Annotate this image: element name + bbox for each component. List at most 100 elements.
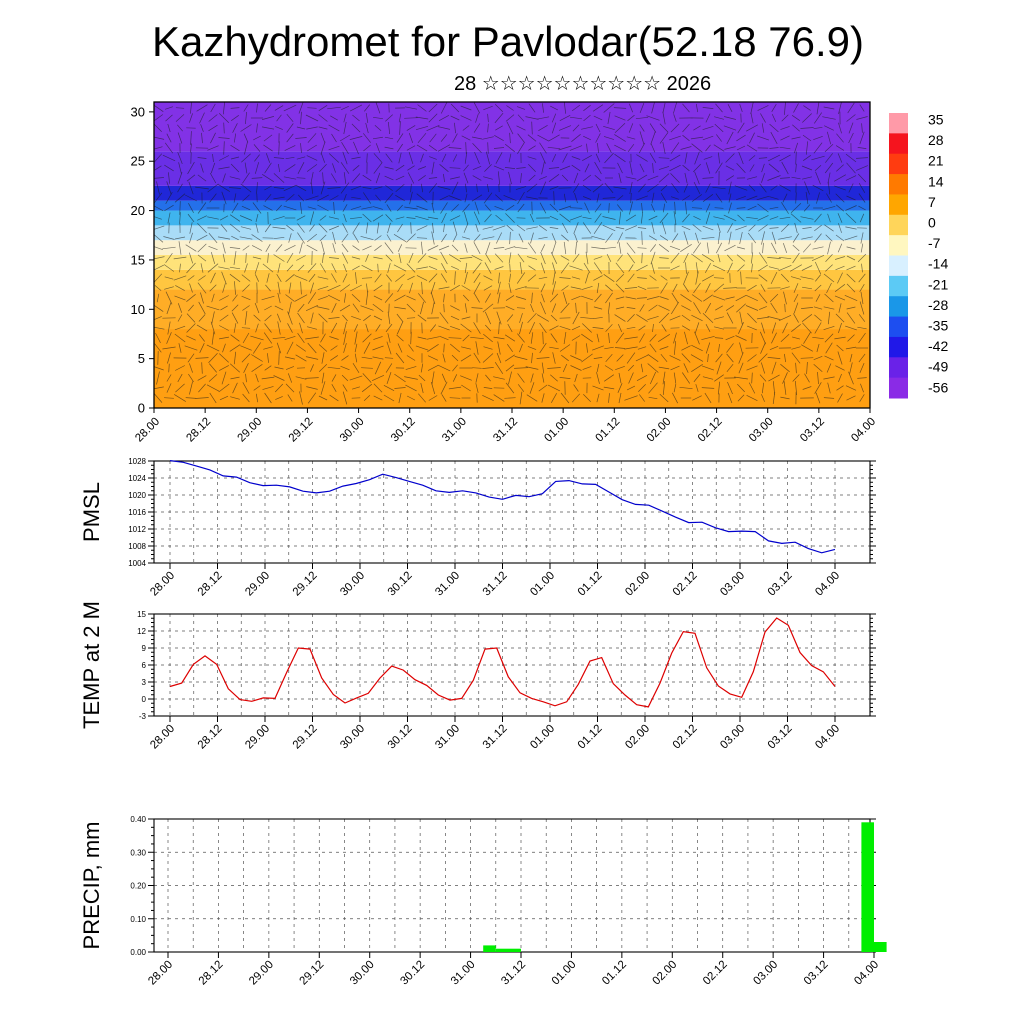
wind-barb xyxy=(273,236,285,240)
wind-barb xyxy=(252,202,262,214)
x-tick-label: 04.00 xyxy=(852,959,881,988)
wind-barb xyxy=(343,293,347,303)
wind-barb xyxy=(222,173,226,183)
wind-barb xyxy=(694,322,700,334)
wind-barb xyxy=(231,202,239,214)
wind-barb xyxy=(473,273,481,283)
wind-barb xyxy=(856,116,868,120)
wind-barb xyxy=(332,231,336,245)
wind-barb xyxy=(384,357,394,359)
wind-barb xyxy=(243,104,249,112)
wind-barb xyxy=(320,132,326,144)
wind-barb xyxy=(284,335,296,341)
wind-barb xyxy=(197,282,207,294)
wind-barb xyxy=(683,231,689,245)
wind-barb xyxy=(310,282,314,294)
wind-barb xyxy=(349,375,363,381)
y-axis-title: PMSL xyxy=(79,482,104,542)
wind-barb xyxy=(790,276,802,280)
wind-barb xyxy=(685,262,687,274)
wind-barb xyxy=(705,203,711,213)
wind-barb xyxy=(154,273,163,283)
wind-barb xyxy=(174,333,186,343)
wind-barb xyxy=(483,285,493,291)
wind-barb xyxy=(606,253,612,263)
x-tick-label: 02.00 xyxy=(623,570,652,599)
wind-barb xyxy=(327,187,341,189)
wind-barb xyxy=(860,232,864,244)
wind-barb xyxy=(670,142,680,154)
wind-barb xyxy=(305,304,319,312)
wind-barb xyxy=(219,325,229,331)
wind-barb xyxy=(860,243,864,253)
wind-barb xyxy=(550,105,558,111)
wind-barb xyxy=(526,394,538,402)
wind-barb xyxy=(471,136,483,140)
wind-barb xyxy=(771,322,777,334)
wind-barb xyxy=(626,307,636,309)
wind-barb xyxy=(218,266,230,270)
wind-barb xyxy=(628,103,634,113)
wind-barb xyxy=(273,157,285,159)
wind-barb xyxy=(341,105,349,111)
wind-barb xyxy=(716,361,722,375)
wind-barb xyxy=(374,361,382,375)
wind-barb xyxy=(283,205,297,211)
wind-barb xyxy=(517,191,525,205)
wind-barb xyxy=(245,253,247,263)
wind-barb xyxy=(328,124,340,132)
colorbar-swatch xyxy=(889,235,908,256)
wind-barb xyxy=(814,112,822,124)
wind-barb xyxy=(660,282,668,294)
wind-barb xyxy=(484,262,492,274)
wind-barb xyxy=(627,313,635,323)
wind-barb xyxy=(286,252,294,264)
wind-barb xyxy=(474,293,480,303)
wind-barb xyxy=(582,154,592,162)
wind-barb xyxy=(208,124,218,132)
wind-barb xyxy=(233,193,237,203)
wind-barb xyxy=(296,156,306,160)
wind-barb xyxy=(519,321,523,335)
wind-barb xyxy=(484,311,492,325)
wind-barb xyxy=(306,164,318,172)
wind-barb xyxy=(497,341,501,355)
wind-barb xyxy=(408,132,414,144)
wind-barb xyxy=(395,274,405,282)
wind-barb xyxy=(714,337,724,339)
colorbar-label: 0 xyxy=(928,215,936,231)
wind-barb xyxy=(406,145,416,151)
wind-barb xyxy=(514,246,528,250)
wind-barb xyxy=(286,341,294,355)
wind-barb xyxy=(440,134,448,142)
wind-barb xyxy=(430,381,436,395)
wind-barb xyxy=(858,353,866,363)
wind-barb xyxy=(572,124,580,132)
wind-barb xyxy=(354,343,358,353)
wind-barb xyxy=(627,114,635,122)
y-tick-label: 20 xyxy=(131,203,145,218)
wind-barb xyxy=(750,112,754,124)
wind-barb xyxy=(317,194,329,202)
wind-barb xyxy=(639,333,645,343)
wind-barb xyxy=(443,223,445,233)
wind-barb xyxy=(175,107,185,109)
wind-barb xyxy=(582,366,592,370)
wind-barb xyxy=(837,272,843,284)
wind-barb xyxy=(164,276,174,280)
wind-barb xyxy=(156,371,160,385)
colorbar-swatch xyxy=(889,377,908,399)
wind-barb xyxy=(229,247,241,249)
wind-barb xyxy=(210,252,216,264)
wind-barb xyxy=(361,277,373,279)
wind-barb xyxy=(343,263,347,273)
wind-barb xyxy=(617,254,623,262)
wind-barb xyxy=(472,262,482,274)
wind-barb xyxy=(395,183,405,193)
wind-barb xyxy=(195,357,209,359)
wind-barb xyxy=(387,333,391,343)
wind-barb xyxy=(538,124,548,132)
wind-barb xyxy=(443,303,445,313)
wind-barb xyxy=(485,324,491,332)
